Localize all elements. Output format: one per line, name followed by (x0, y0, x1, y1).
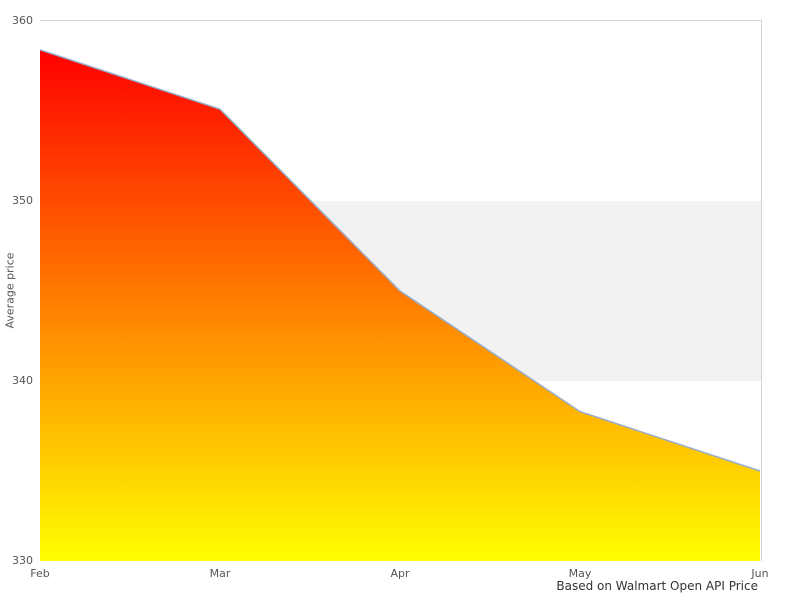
y-tick-label: 330 (12, 554, 33, 567)
y-axis-title: Average price (2, 20, 18, 560)
x-tick-label: Mar (209, 567, 231, 580)
area-fill (40, 49, 760, 561)
chart-caption: Based on Walmart Open API Price (556, 579, 758, 593)
x-tick-label: Jun (751, 567, 769, 580)
x-tick-label: May (568, 567, 592, 580)
y-tick-label: 360 (12, 14, 33, 27)
y-tick-label: 340 (12, 374, 33, 387)
area-series (40, 49, 761, 561)
plot-area (40, 20, 762, 561)
x-tick-label: Apr (390, 567, 410, 580)
y-tick-label: 350 (12, 194, 33, 207)
series-line (40, 49, 761, 472)
y-axis-title-text: Average price (3, 251, 17, 329)
x-tick-label: Feb (30, 567, 50, 580)
